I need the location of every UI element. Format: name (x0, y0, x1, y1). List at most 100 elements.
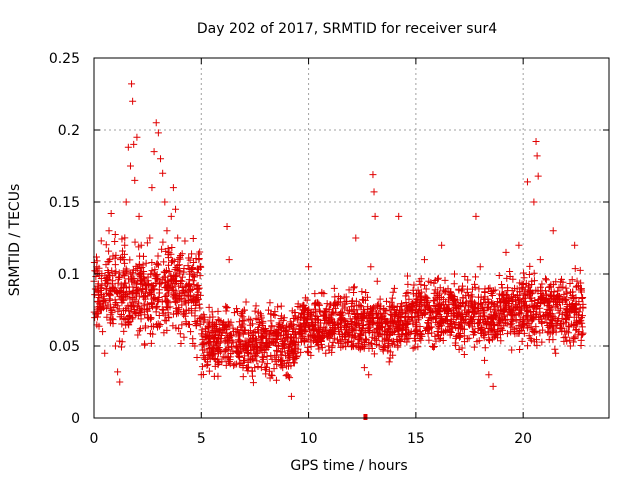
cloud-point (564, 329, 572, 337)
data-point (109, 284, 117, 292)
cloud-point (267, 371, 275, 379)
cloud-point (137, 277, 145, 285)
cloud-point (268, 323, 276, 331)
data-point (163, 227, 171, 235)
cloud-point (198, 326, 206, 334)
cloud-point (569, 338, 577, 346)
data-point (515, 241, 523, 249)
data-point (378, 313, 386, 321)
cloud-point (152, 321, 160, 329)
data-point (545, 313, 553, 321)
cloud-point (437, 313, 445, 321)
cloud-point (340, 331, 348, 339)
cloud-point (453, 311, 461, 319)
cloud-point (165, 267, 173, 275)
cloud-point (304, 307, 312, 315)
cloud-point (518, 285, 526, 293)
cloud-point (281, 327, 289, 335)
cloud-point (168, 257, 176, 265)
cloud-point (191, 307, 199, 315)
cloud-point (178, 283, 186, 291)
cloud-point (558, 275, 565, 283)
cloud-point (121, 290, 129, 298)
cloud-point (561, 327, 569, 335)
cloud-point (111, 238, 119, 246)
cloud-point (98, 281, 106, 289)
cloud-point (300, 302, 308, 310)
cloud-point (310, 327, 318, 335)
data-point (131, 176, 139, 184)
data-point (536, 256, 544, 264)
cloud-point (424, 330, 432, 338)
cloud-point (352, 315, 360, 323)
cloud-point (214, 307, 222, 315)
cloud-point (471, 299, 479, 307)
cloud-point (459, 313, 467, 321)
data-point (107, 210, 115, 218)
cloud-point (308, 316, 316, 324)
cloud-point (480, 334, 488, 342)
data-point (532, 138, 540, 146)
cloud-point (121, 272, 129, 280)
cloud-point (311, 290, 319, 298)
cloud-point (194, 265, 202, 273)
cloud-point (162, 247, 170, 255)
cloud-point (402, 298, 410, 306)
cloud-point (181, 312, 189, 320)
cloud-point (485, 330, 493, 338)
cloud-point (446, 288, 454, 296)
data-point (442, 306, 450, 314)
cloud-point (280, 359, 288, 367)
cloud-point (467, 303, 475, 311)
cloud-point (170, 291, 178, 299)
cloud-point (507, 328, 515, 336)
cloud-point (188, 297, 196, 305)
cloud-point (536, 308, 544, 316)
cloud-point (185, 254, 193, 262)
cloud-point (385, 339, 393, 347)
cloud-point (273, 328, 281, 336)
cloud-point (344, 329, 352, 337)
cloud-point (154, 252, 162, 260)
cloud-point (174, 262, 182, 270)
cloud-point (331, 334, 339, 342)
cloud-point (270, 339, 278, 347)
cloud-point (314, 342, 322, 350)
cloud-point (498, 281, 506, 289)
cloud-point (210, 327, 218, 335)
cloud-point (206, 337, 214, 345)
cloud-point (155, 289, 163, 297)
cloud-point (120, 289, 128, 297)
cloud-point (226, 332, 234, 340)
cloud-point (116, 337, 124, 345)
cloud-point (239, 373, 247, 381)
data-point (159, 169, 167, 177)
cloud-point (460, 332, 468, 340)
cloud-point (368, 339, 376, 347)
data-point (420, 256, 428, 264)
cloud-point (144, 273, 152, 281)
cloud-point (272, 376, 280, 384)
cloud-point (572, 283, 580, 291)
cloud-point (325, 330, 333, 338)
cloud-point (476, 313, 484, 321)
cloud-point (578, 295, 586, 303)
cloud-point (375, 342, 383, 350)
data-point (335, 328, 343, 336)
cloud-point (141, 340, 149, 348)
cloud-point (322, 305, 330, 313)
cloud-point (390, 328, 398, 336)
cloud-point (403, 272, 411, 280)
cloud-point (120, 327, 128, 335)
cloud-point (337, 315, 345, 323)
cloud-point (540, 312, 548, 320)
cloud-point (536, 313, 544, 321)
data-point (139, 270, 147, 278)
cloud-point (271, 357, 279, 365)
cloud-point (328, 348, 336, 356)
cloud-point (108, 306, 116, 314)
data-point (523, 178, 531, 186)
cloud-point (101, 272, 109, 280)
cloud-point (475, 285, 483, 293)
cloud-point (205, 334, 213, 342)
